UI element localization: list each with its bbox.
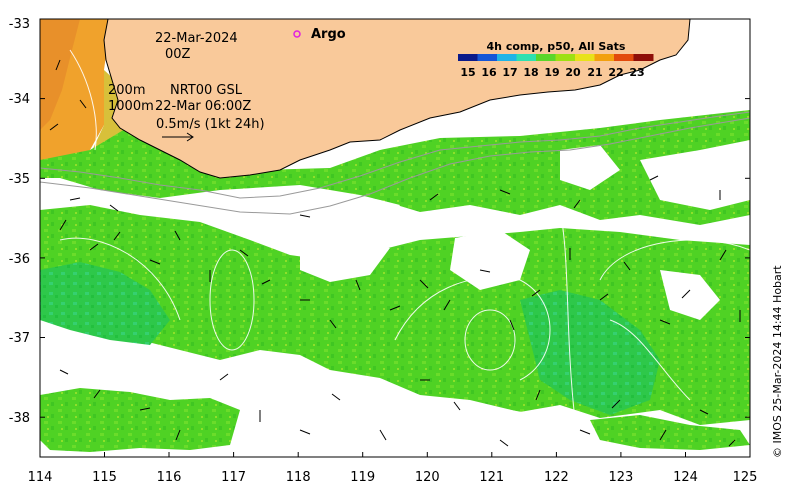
y-tick-label: -35 [9,172,30,187]
y-tick-label: -36 [9,252,30,267]
x-tick-label: 119 [350,470,375,485]
isobath-200m [40,111,750,199]
sst-legend: 4h comp, p50, All Sats 15 16 17 18 19 20… [458,40,654,79]
x-tick-labels: 114 115 116 117 118 119 120 121 122 123 … [28,470,758,485]
legend-color-swatch [575,54,595,61]
credit-label: © IMOS 25-Mar-2024 14:44 Hobart [771,265,784,458]
x-tick-label: 121 [479,470,504,485]
argo-label: Argo [311,27,346,42]
legend-color-swatch [536,54,556,61]
x-tick-label: 122 [544,470,569,485]
cool-water-east [520,290,660,415]
argo-marker-icon [293,30,301,38]
x-tick-label: 125 [733,470,758,485]
arrow-head-icon [186,132,194,142]
x-tick-label: 124 [673,470,698,485]
legend-tick: 18 [523,66,538,79]
legend-tick: 16 [481,66,497,79]
isobath-1000-label: 1000m [108,99,154,114]
legend-color-swatch [555,54,576,61]
legend-tick-labels: 15 16 17 18 19 20 21 22 23 [460,66,644,79]
y-tick-label: -37 [9,331,30,346]
x-tick-label: 114 [28,470,53,485]
legend-color-swatch [594,54,615,61]
cloud-gap [160,185,400,232]
legend-tick: 17 [502,66,517,79]
legend-tick: 20 [565,66,581,79]
y-tick-label: -38 [9,411,30,426]
plot-area [40,19,750,457]
legend-color-swatch [458,54,478,61]
date-label: 22-Mar-2024 [155,31,238,46]
legend-tick: 19 [544,66,559,79]
legend-tick: 21 [587,66,602,79]
x-tick-label: 117 [221,470,246,485]
model-time-label: 22-Mar 06:00Z [155,99,251,114]
legend-tick: 22 [608,66,623,79]
legend-color-swatch [633,54,654,61]
y-tick-label: -33 [9,17,30,32]
x-tick-label: 120 [415,470,440,485]
x-tick-label: 118 [286,470,311,485]
vector-scale-label: 0.5m/s (1kt 24h) [156,117,265,132]
x-tick-label: 116 [157,470,182,485]
cool-water-west [40,262,170,345]
y-tick-labels: -33 -34 -35 -36 -37 -38 [9,17,30,426]
legend-color-swatch [516,54,537,61]
current-vectors [49,59,741,447]
map-annotation: 22-Mar-2024 00Z 200m NRT00 GSL 1000m 22-… [108,31,265,142]
x-tick-label: 115 [92,470,117,485]
isobath-1000m [40,117,750,215]
legend-color-swatch [477,54,498,61]
legend-color-swatch [497,54,517,61]
legend-title: 4h comp, p50, All Sats [487,40,626,53]
sst-field-south [40,388,240,452]
hour-label: 00Z [165,47,191,62]
y-tick-label: -34 [9,92,30,107]
legend-tick: 23 [629,66,644,79]
ssh-contours [59,49,750,421]
legend-colorbar [458,54,654,61]
legend-tick: 15 [460,66,475,79]
model-label: NRT00 GSL [170,83,243,98]
isobath-200-label: 200m [108,83,145,98]
plot-frame [39,18,751,458]
axis-ticks [39,18,751,457]
x-tick-label: 123 [608,470,633,485]
legend-color-swatch [614,54,634,61]
